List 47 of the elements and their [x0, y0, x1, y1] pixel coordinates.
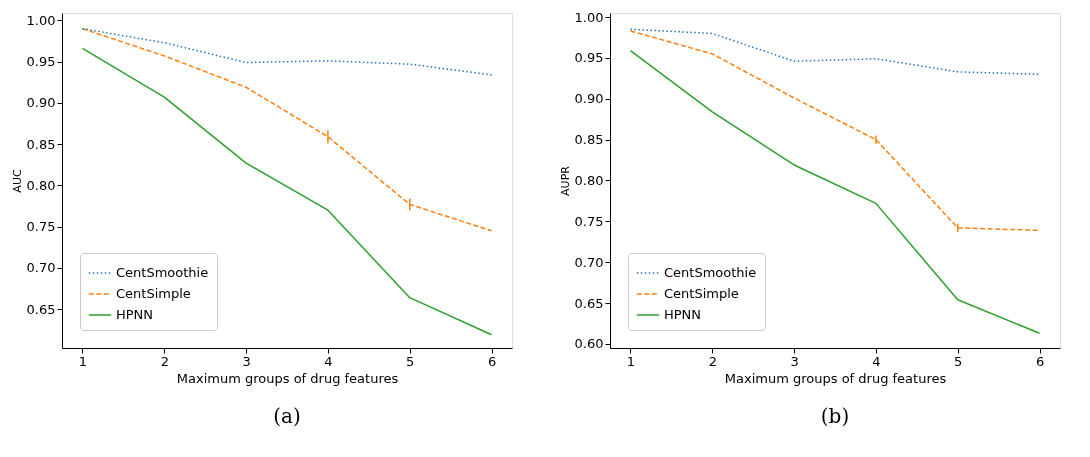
x-tick-label: 2 [160, 353, 169, 369]
y-axis-title: AUC [10, 169, 24, 193]
legend-label: CentSmoothie [116, 265, 209, 280]
line-series [629, 49, 1041, 335]
x-tick-label: 4 [872, 353, 881, 369]
y-tick-label: 0.75 [26, 219, 56, 235]
y-tick-label: 0.75 [574, 213, 604, 229]
line-series [81, 47, 493, 336]
legend-label: HPNN [664, 307, 702, 322]
y-tick-label: 1.00 [26, 12, 56, 28]
y-tick-label: 0.70 [574, 254, 604, 270]
line-series [629, 28, 1041, 76]
y-tick-label: 0.60 [574, 336, 604, 352]
line-series [629, 30, 1041, 232]
y-tick-label: 0.80 [574, 173, 604, 188]
x-tick-label: 3 [242, 353, 251, 369]
x-tick-label: 6 [1035, 353, 1045, 369]
legend-label: CentSimple [664, 286, 739, 301]
legend-label: CentSimple [116, 286, 191, 301]
x-axis-title: Maximum groups of drug features [724, 370, 947, 386]
y-tick-label: 0.90 [26, 95, 56, 111]
text: (b) [820, 404, 850, 428]
legend-label: HPNN [116, 307, 154, 322]
text: (a) [273, 404, 301, 428]
y-tick-label: 0.65 [26, 301, 56, 317]
x-tick-label: 2 [708, 353, 717, 369]
x-tick-label: 4 [324, 353, 333, 369]
x-tick-label: 5 [406, 353, 415, 369]
y-tick-label: 0.95 [574, 50, 604, 66]
y-tick-label: 1.00 [574, 9, 604, 25]
line-series [81, 27, 493, 232]
y-axis-title: AUPR [558, 165, 572, 196]
y-tick-label: 0.85 [26, 136, 56, 152]
x-tick-label: 1 [78, 353, 88, 369]
y-tick-label: 0.65 [574, 295, 604, 311]
x-tick-label: 1 [626, 353, 636, 369]
y-tick-label: 0.90 [574, 91, 604, 107]
x-axis-title: Maximum groups of drug features [176, 370, 399, 386]
y-tick-label: 0.85 [574, 132, 604, 148]
x-tick-label: 6 [487, 353, 497, 369]
y-tick-label: 0.95 [26, 54, 56, 70]
line-series [81, 27, 493, 76]
y-tick-label: 0.80 [26, 177, 56, 193]
legend-label: CentSmoothie [664, 265, 757, 280]
y-tick-label: 0.70 [26, 260, 56, 276]
x-tick-label: 5 [954, 353, 963, 369]
x-tick-label: 3 [790, 353, 799, 369]
